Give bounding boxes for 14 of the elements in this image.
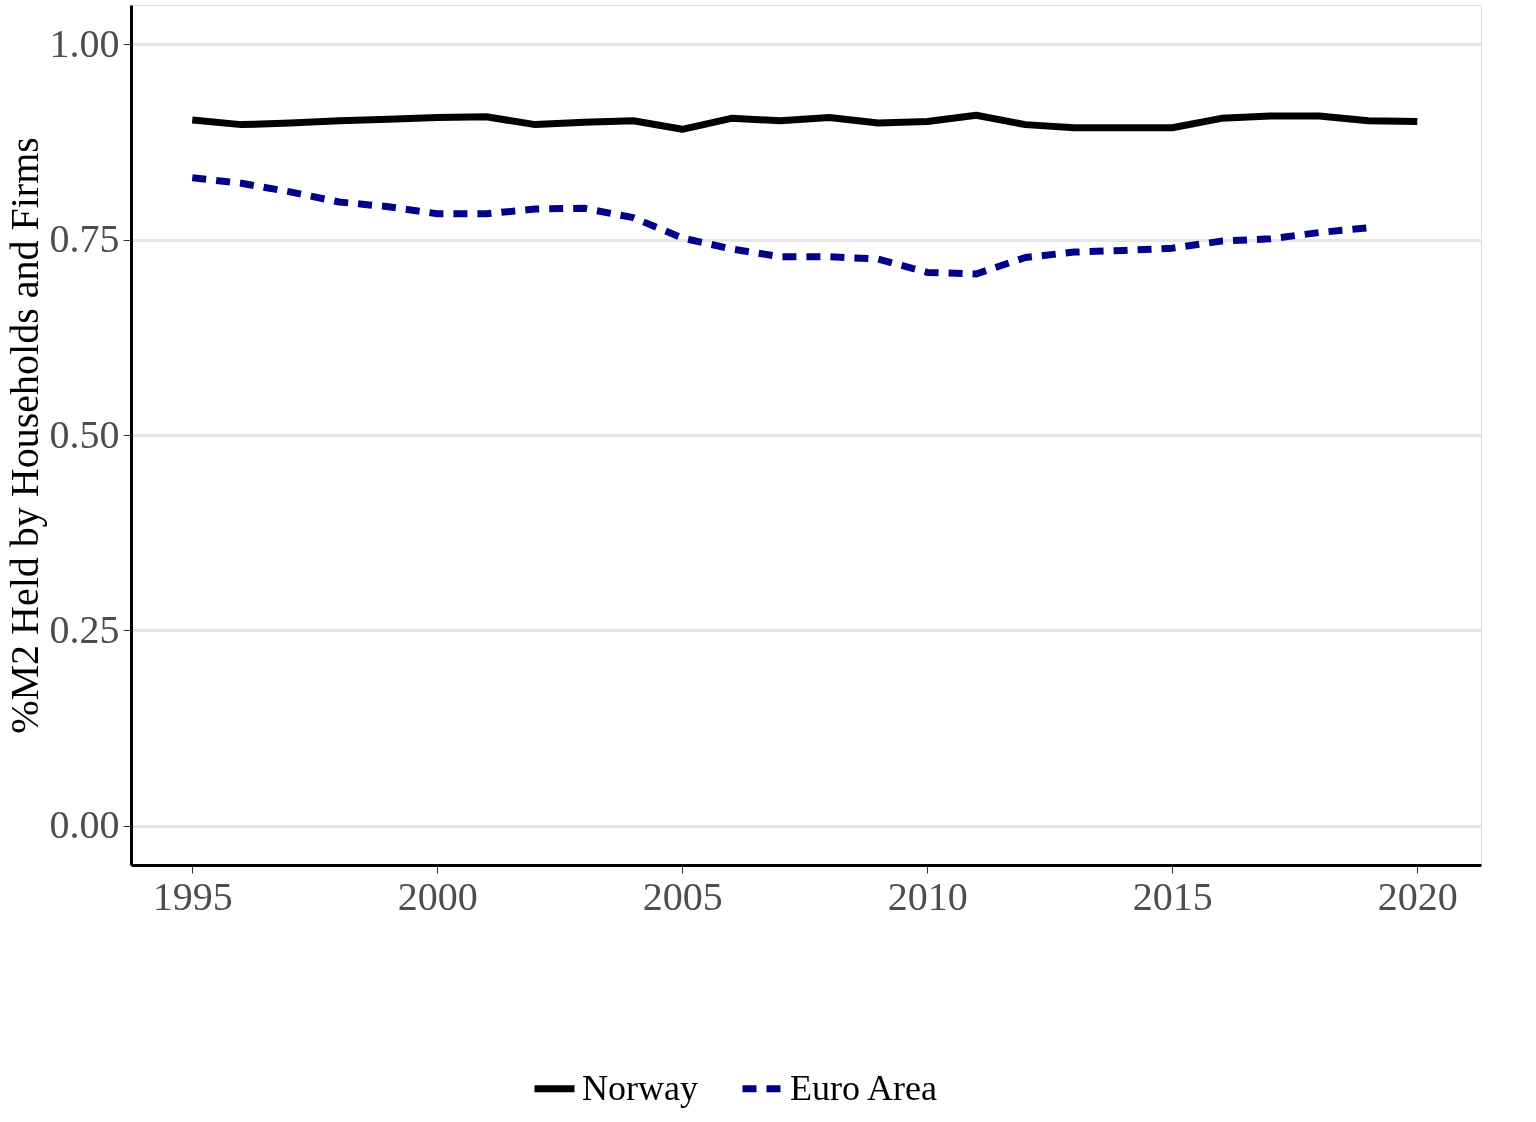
- y-tick-label: 0.50: [49, 411, 120, 457]
- x-tick-label: 1995: [152, 873, 233, 919]
- x-tick-label: 2020: [1377, 873, 1458, 919]
- legend-label: Euro Area: [790, 1067, 937, 1108]
- legend-label: Norway: [582, 1067, 698, 1108]
- y-tick-label: 0.75: [49, 216, 120, 262]
- x-tick-label: 2015: [1132, 873, 1213, 919]
- y-tick-label: 1.00: [49, 20, 120, 66]
- x-tick-label: 2010: [887, 873, 968, 919]
- y-tick-label: 0.00: [49, 802, 120, 848]
- x-tick-label: 2000: [397, 873, 478, 919]
- y-tick-label: 0.25: [49, 606, 120, 652]
- y-axis-title: %M2 Held by Households and Firms: [1, 137, 47, 734]
- x-tick-label: 2005: [642, 873, 723, 919]
